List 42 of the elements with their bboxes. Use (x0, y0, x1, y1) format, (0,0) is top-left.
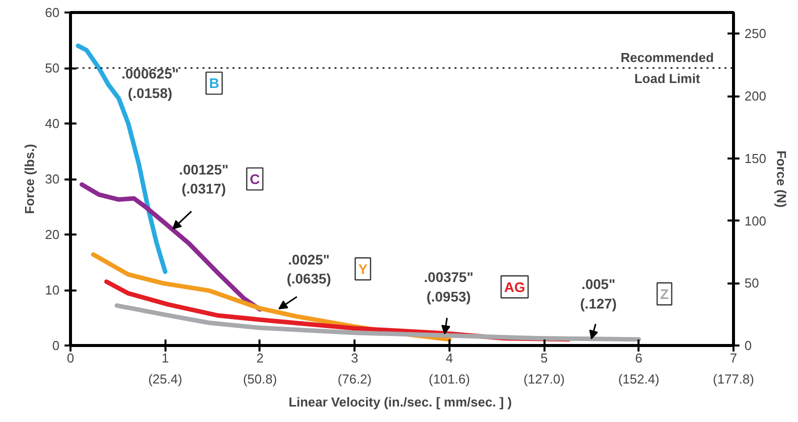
x-tick-label: 3 (351, 350, 358, 366)
x-tick-label: 7 (730, 350, 738, 366)
x2-tick-label: (152.4) (618, 372, 660, 386)
y2-tick-label: 0 (744, 338, 752, 353)
y2-tick-label: 100 (744, 213, 766, 228)
text: Z (660, 286, 670, 302)
y-tick-label: 10 (45, 282, 60, 298)
annotation: .000625" (.0158) (122, 66, 179, 101)
x2-tick-label: (76.2) (338, 372, 372, 386)
x2-tick-label: (25.4) (148, 372, 182, 386)
y-tick-label: 60 (45, 5, 60, 20)
y-tick-label: 50 (45, 60, 60, 76)
x2-tick-label: (101.6) (428, 372, 470, 386)
x-tick-label: 0 (66, 350, 74, 366)
y2-tick-label: 50 (744, 276, 759, 291)
text: Y (358, 260, 368, 277)
ref-line-label: Recommended Load Limit (620, 50, 714, 86)
x2-tick-label: (177.8) (712, 372, 754, 386)
annotation: .00125" (.0317) (179, 161, 229, 197)
x-axis-title: Linear Velocity (in./sec. [ mm/sec. ] ) (288, 394, 512, 410)
annotation: .0025" (.0635) (286, 251, 332, 286)
x-tick-label: 4 (446, 350, 453, 366)
text: AG (504, 278, 526, 295)
y2-tick-label: 250 (744, 26, 766, 42)
y2-axis-title: Force (N) (774, 150, 790, 208)
x2-tick-label: (127.0) (523, 372, 565, 386)
y-tick-label: 40 (45, 116, 60, 131)
x2-tick-label: (50.8) (242, 372, 277, 386)
x-tick-label: 1 (162, 350, 169, 366)
y2-tick-label: 200 (744, 88, 766, 104)
y-tick-label: 30 (45, 172, 60, 186)
y-tick-label: 20 (45, 227, 60, 242)
y-axis-title: Force (lbs.) (22, 144, 38, 214)
text: C (250, 170, 260, 187)
annotation: .00375" (.0953) (424, 269, 474, 304)
annotation: .005" (.127) (580, 276, 617, 312)
x-tick-label: 2 (256, 350, 264, 366)
y2-tick-label: 150 (744, 150, 766, 166)
text: B (209, 75, 220, 92)
y-tick-label: 0 (52, 338, 60, 353)
x-tick-label: 6 (635, 350, 642, 366)
x-tick-label: 5 (540, 350, 548, 366)
